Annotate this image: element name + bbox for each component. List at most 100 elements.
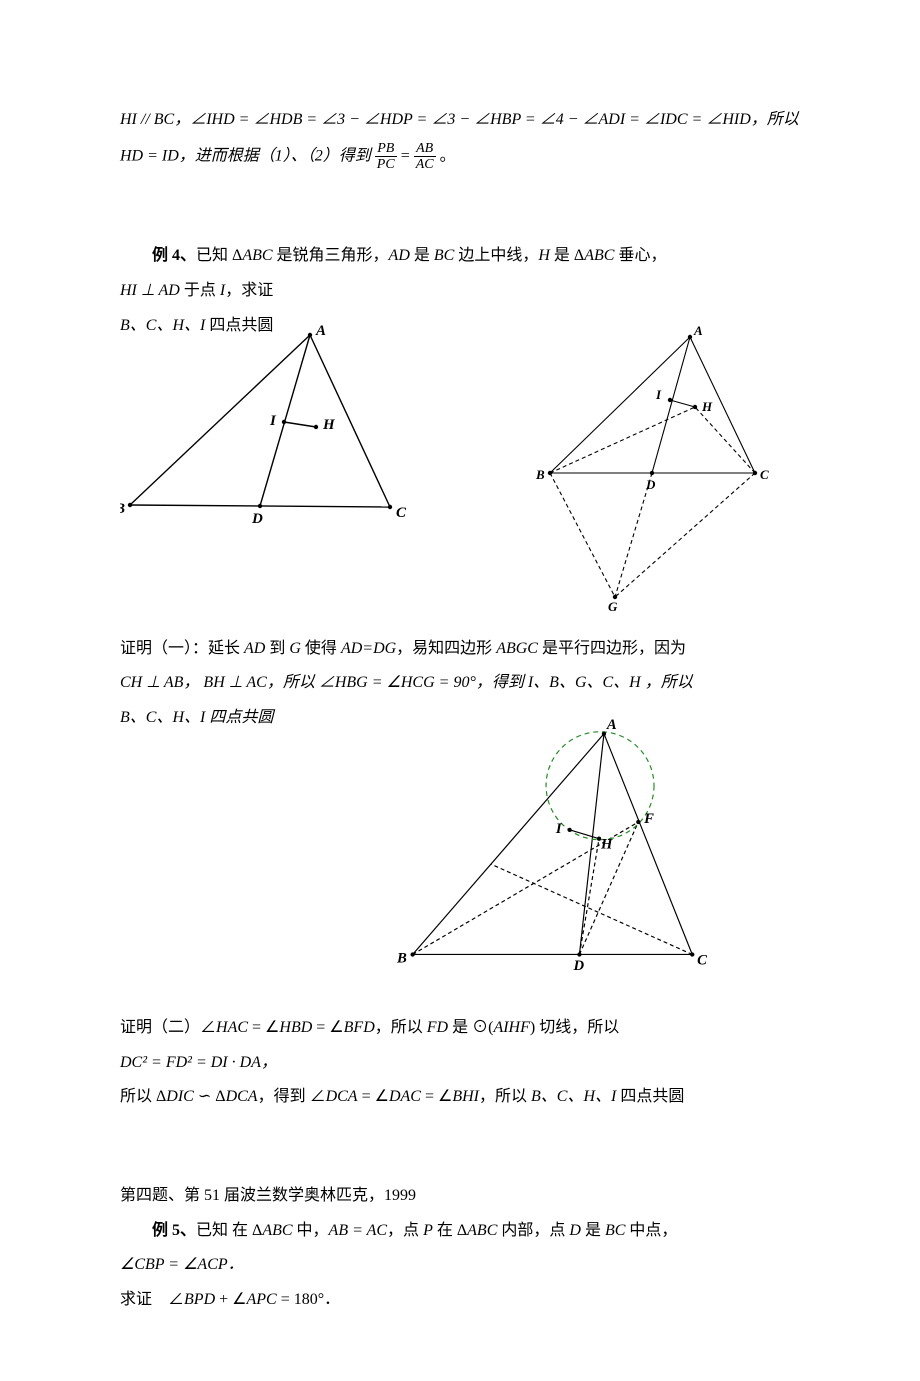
math: DCA: [226, 1088, 258, 1105]
text: = 180°．: [277, 1291, 340, 1308]
example-5-prove: 求证 ∠BPD + ∠APC = 180°．: [120, 1286, 800, 1315]
math: BC: [434, 247, 454, 264]
math: BPD: [184, 1291, 215, 1308]
math: D: [569, 1222, 581, 1239]
math: DAC: [389, 1088, 421, 1105]
svg-text:A: A: [315, 325, 326, 339]
text: 是平行四边形，因为: [538, 640, 686, 657]
text: 求证 ∠: [120, 1291, 184, 1308]
text: 到: [265, 640, 289, 657]
text: HD = ID，进而根据（1）、（2）得到: [120, 147, 371, 164]
text: ∽ Δ: [194, 1088, 226, 1105]
text: = ∠: [358, 1088, 389, 1105]
text: 是: [581, 1222, 605, 1239]
text: 中，: [293, 1222, 329, 1239]
math: ABC: [584, 247, 614, 264]
proof-1-line-1: 证明（一）：延长 AD 到 G 使得 AD=DG，易知四边形 ABGC 是平行四…: [120, 635, 800, 664]
example-5-statement-line-1: 例 5、已知 在 ΔABC 中，AB = AC，点 P 在 ΔABC 内部，点 …: [120, 1217, 800, 1246]
math: AD=DG: [341, 640, 396, 657]
math: AD: [244, 640, 265, 657]
text: 是: [410, 247, 434, 264]
figure-3-container: ABCDIHF: [380, 719, 800, 979]
math: HBD: [279, 1019, 312, 1036]
text: 是 ⊙(: [448, 1019, 493, 1036]
figure-2-parallelogram: ABCDIHG: [530, 325, 780, 615]
svg-text:G: G: [608, 599, 618, 614]
svg-text:C: C: [760, 467, 769, 482]
example-4-statement-line-2: HI ⊥ AD 于点 I，求证: [120, 277, 800, 306]
math: ABGC: [496, 640, 538, 657]
example-label: 例 4、: [152, 247, 196, 264]
text: 使得: [301, 640, 341, 657]
text: 证明（二）∠: [120, 1019, 216, 1036]
math: BHI: [452, 1088, 479, 1105]
svg-text:H: H: [322, 417, 336, 433]
numerator: PB: [375, 141, 397, 157]
text: 所以 Δ: [120, 1088, 166, 1105]
text: ，点: [387, 1222, 423, 1239]
text: HI // BC，∠IHD = ∠HDB = ∠3 − ∠HDP = ∠3 − …: [120, 111, 799, 128]
svg-text:D: D: [573, 958, 585, 974]
denominator: AC: [414, 157, 436, 172]
math: DIC: [166, 1088, 194, 1105]
text: 是锐角三角形，: [273, 247, 389, 264]
math: APC: [247, 1291, 277, 1308]
text: 于点: [180, 282, 220, 299]
math: BFD: [344, 1019, 375, 1036]
math: P: [423, 1222, 433, 1239]
proof-2-line-2: DC² = FD² = DI · DA，: [120, 1049, 800, 1078]
math: B、C、H、I: [531, 1088, 616, 1105]
text: ，易知四边形: [396, 640, 496, 657]
figure-3-circle-triangle: ABCDIHF: [380, 719, 720, 979]
text: ，所以: [375, 1019, 427, 1036]
text: 边上中线，: [454, 247, 538, 264]
svg-text:B: B: [535, 467, 545, 482]
svg-text:H: H: [600, 836, 613, 852]
svg-text:A: A: [606, 719, 617, 733]
text: 证明（一）：延长: [120, 640, 244, 657]
fraction-pb-pc: PB PC: [375, 141, 397, 173]
math: BC: [605, 1222, 625, 1239]
fraction-ab-ac: AB AC: [414, 141, 436, 173]
text: ，得到 ∠: [258, 1088, 326, 1105]
text: 中点，: [625, 1222, 677, 1239]
figure-row-1: ABCDIH ABCDIHG: [120, 325, 800, 615]
svg-text:I: I: [269, 413, 277, 429]
proof-1-line-2: CH ⊥ AB， BH ⊥ AC，所以 ∠HBG = ∠HCG = 90°，得到…: [120, 669, 800, 698]
svg-text:F: F: [643, 811, 654, 827]
figure-1-triangle: ABCDIH: [120, 325, 410, 525]
example-label: 例 5、: [152, 1222, 196, 1239]
text: 是 Δ: [550, 247, 584, 264]
svg-text:D: D: [251, 511, 263, 525]
svg-text:B: B: [396, 950, 407, 966]
proof-2-line-1: 证明（二）∠HAC = ∠HBD = ∠BFD，所以 FD 是 ⊙(AIHF) …: [120, 1014, 800, 1043]
svg-text:A: A: [693, 325, 703, 338]
svg-text:C: C: [697, 952, 707, 968]
preamble-line-1: HI // BC，∠IHD = ∠HDB = ∠3 − ∠HDP = ∠3 − …: [120, 106, 800, 135]
math: G: [289, 640, 301, 657]
svg-text:C: C: [396, 505, 407, 521]
preamble-line-2: HD = ID，进而根据（1）、（2）得到 PB PC = AB AC 。: [120, 141, 800, 173]
text: = ∠: [248, 1019, 279, 1036]
text: + ∠: [215, 1291, 246, 1308]
text: ，所以: [479, 1088, 531, 1105]
period: 。: [440, 147, 456, 164]
text: 已知 Δ: [196, 247, 242, 264]
math: HAC: [216, 1019, 248, 1036]
math: AB = AC: [329, 1222, 388, 1239]
math: ABC: [467, 1222, 497, 1239]
math: ABC: [262, 1222, 292, 1239]
svg-text:H: H: [701, 399, 713, 414]
text: 在 Δ: [433, 1222, 467, 1239]
math: AIHF: [493, 1019, 529, 1036]
text: = ∠: [421, 1088, 452, 1105]
math: DCA: [326, 1088, 358, 1105]
proof-2-line-3: 所以 ΔDIC ∽ ΔDCA，得到 ∠DCA = ∠DAC = ∠BHI，所以 …: [120, 1083, 800, 1112]
equals: =: [401, 147, 410, 164]
math: AD: [389, 247, 410, 264]
math: H: [538, 247, 550, 264]
text: 四点共圆: [616, 1088, 684, 1105]
math: ABC: [242, 247, 272, 264]
text: ) 切线，所以: [530, 1019, 619, 1036]
denominator: PC: [375, 157, 397, 172]
